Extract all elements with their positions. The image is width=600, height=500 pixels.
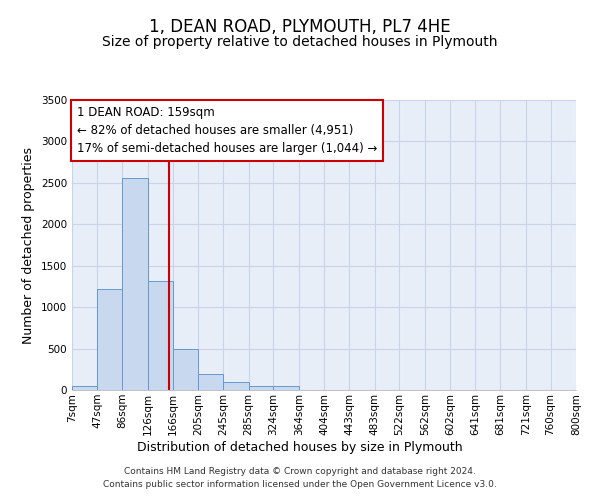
Bar (223, 382, 248, 390)
Bar (72, 386, 97, 390)
Bar (173, 348, 198, 390)
Text: Size of property relative to detached houses in Plymouth: Size of property relative to detached ho… (102, 35, 498, 49)
Bar (122, 178, 148, 390)
Bar (97, 289, 122, 390)
Bar (148, 280, 173, 390)
Bar (274, 386, 299, 390)
Text: Contains HM Land Registry data © Crown copyright and database right 2024.
Contai: Contains HM Land Registry data © Crown c… (103, 467, 497, 489)
Text: 1, DEAN ROAD, PLYMOUTH, PL7 4HE: 1, DEAN ROAD, PLYMOUTH, PL7 4HE (149, 18, 451, 36)
Bar (198, 374, 223, 390)
Y-axis label: Number of detached properties: Number of detached properties (22, 146, 35, 344)
Text: Distribution of detached houses by size in Plymouth: Distribution of detached houses by size … (137, 441, 463, 454)
Text: 1 DEAN ROAD: 159sqm
← 82% of detached houses are smaller (4,951)
17% of semi-det: 1 DEAN ROAD: 159sqm ← 82% of detached ho… (77, 106, 377, 155)
Bar (248, 386, 274, 390)
